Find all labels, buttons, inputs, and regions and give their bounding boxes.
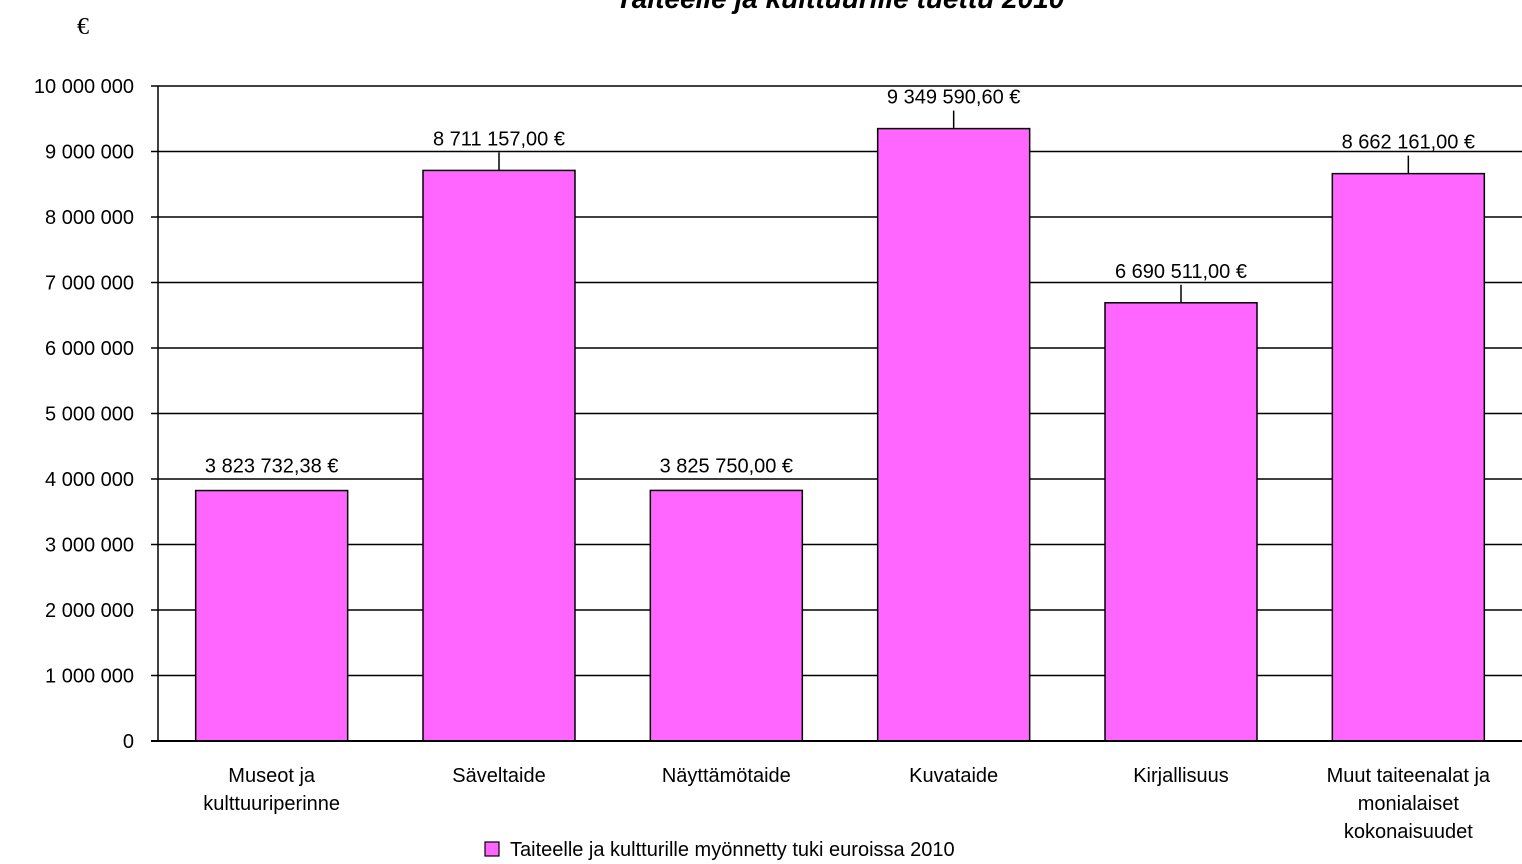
y-tick-label: 3 000 000 bbox=[45, 535, 134, 557]
y-tick-label: 2 000 000 bbox=[45, 600, 134, 622]
bar[interactable] bbox=[649, 489, 804, 742]
y-tick-label: 6 000 000 bbox=[45, 338, 134, 360]
y-axis-unit-label: € bbox=[77, 14, 89, 40]
y-tick-label: 0 bbox=[123, 731, 134, 753]
legend-swatch bbox=[484, 841, 500, 857]
data-label: 3 825 750,00 € bbox=[660, 455, 793, 477]
data-label: 3 823 732,38 € bbox=[205, 456, 338, 478]
category-label: Muut taiteenalat ja monialaiset kokonaisuu… bbox=[1327, 765, 1491, 843]
data-label: 6 690 511,00 € bbox=[1115, 261, 1247, 283]
y-tick-label: 7 000 000 bbox=[45, 273, 134, 295]
data-label: 8 711 157,00 € bbox=[433, 128, 565, 150]
y-tick-label: 10 000 000 bbox=[34, 76, 134, 98]
chart-title: Taiteelle ja kulttuurille tuettu 2010 bbox=[616, 0, 1065, 14]
bar[interactable] bbox=[1104, 302, 1258, 742]
bar[interactable] bbox=[1331, 172, 1486, 742]
y-tick-label: 5 000 000 bbox=[45, 404, 134, 426]
y-tick-label: 1 000 000 bbox=[45, 666, 134, 688]
category-label: Kuvataide bbox=[909, 765, 998, 787]
bar[interactable] bbox=[876, 127, 1031, 742]
data-label: 9 349 590,60 € bbox=[887, 87, 1020, 109]
category-label: Säveltaide bbox=[452, 765, 545, 787]
category-label: Museot ja kulttuuriperinne bbox=[203, 765, 340, 815]
y-tick-label: 9 000 000 bbox=[45, 142, 134, 164]
y-tick-label: 8 000 000 bbox=[45, 207, 134, 229]
bar[interactable] bbox=[194, 489, 349, 742]
bar[interactable] bbox=[422, 169, 576, 742]
data-label: 8 662 161,00 € bbox=[1342, 132, 1475, 154]
category-label: Näyttämötaide bbox=[662, 765, 791, 787]
y-tick-label: 4 000 000 bbox=[45, 469, 134, 491]
category-label: Kirjallisuus bbox=[1133, 765, 1229, 787]
legend-label: Taiteelle ja kultturille myönnetty tuki … bbox=[510, 839, 955, 861]
